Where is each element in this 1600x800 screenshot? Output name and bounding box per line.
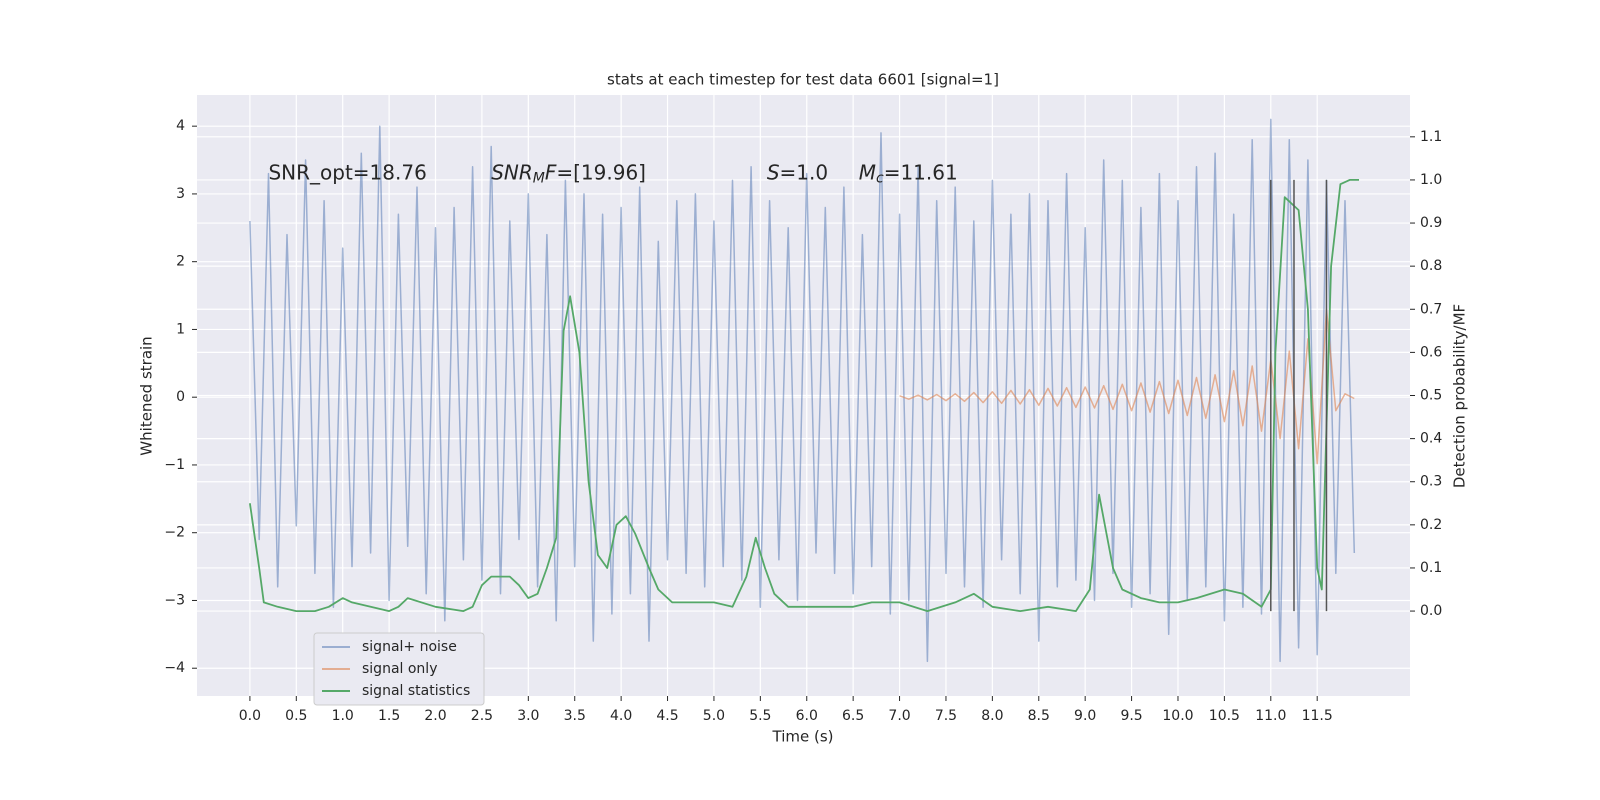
y-tick-label: −2 (164, 525, 185, 541)
x-tick-label: 7.5 (935, 708, 957, 724)
x-tick-label: 10.0 (1162, 708, 1193, 724)
x-tick-label: 7.0 (888, 708, 910, 724)
x-tick-label: 10.5 (1209, 708, 1240, 724)
annotation-part: c (876, 171, 884, 187)
y2-tick-label: 0.3 (1420, 474, 1442, 490)
annotation: S=1.0 (767, 160, 828, 184)
x-tick-label: 4.5 (656, 708, 678, 724)
y2-axis-label: Detection probability/MF (1451, 304, 1469, 488)
legend-label: signal statistics (362, 683, 470, 699)
y-tick-label: −3 (164, 592, 185, 608)
y2-tick-label: 0.6 (1420, 344, 1442, 360)
x-tick-label: 3.0 (517, 708, 539, 724)
x-tick-label: 4.0 (610, 708, 632, 724)
x-tick-label: 11.0 (1255, 708, 1286, 724)
annotation: Mc=11.61 (859, 160, 958, 187)
y2-tick-label: 0.5 (1420, 388, 1442, 404)
x-tick-label: 3.5 (564, 708, 586, 724)
annotation-part: =[19.96] (556, 160, 646, 184)
x-tick-label: 1.5 (378, 708, 400, 724)
y-tick-label: 4 (176, 118, 185, 134)
y2-tick-label: 0.0 (1420, 603, 1442, 619)
x-tick-label: 9.5 (1120, 708, 1142, 724)
annotation-part: SNR (491, 160, 533, 184)
y-axis-label: Whitened strain (138, 336, 156, 455)
y2-tick-label: 0.8 (1420, 258, 1442, 274)
x-tick-label: 1.0 (332, 708, 354, 724)
y2-tick-label: 0.2 (1420, 517, 1442, 533)
y-tick-label: 1 (176, 321, 185, 337)
annotation: SNRMF=[19.96] (491, 160, 646, 187)
y2-tick-label: 1.1 (1420, 129, 1442, 145)
series-line (249, 118, 1356, 663)
annotation-part: F (545, 160, 557, 184)
chart-title: stats at each timestep for test data 660… (607, 71, 999, 89)
legend-label: signal only (362, 661, 437, 677)
x-tick-label: 6.0 (796, 708, 818, 724)
x-tick-label: 5.5 (749, 708, 771, 724)
x-tick-label: 2.0 (424, 708, 446, 724)
x-tick-label: 8.0 (981, 708, 1003, 724)
annotation-part: S (767, 160, 780, 184)
annotation-part: M (859, 160, 876, 184)
y2-tick-label: 0.1 (1420, 560, 1442, 576)
y2-tick-label: 0.9 (1420, 215, 1442, 231)
x-tick-label: 6.5 (842, 708, 864, 724)
y-tick-label: 2 (176, 254, 185, 270)
y-tick-label: −4 (164, 660, 185, 676)
legend-box (313, 632, 485, 706)
legend-label: signal+ noise (362, 639, 457, 655)
series-line (899, 308, 1355, 465)
annotation-part: =11.61 (884, 160, 958, 184)
y2-tick-label: 0.4 (1420, 431, 1442, 447)
x-tick-label: 2.5 (471, 708, 493, 724)
y2-tick-label: 0.7 (1420, 301, 1442, 317)
x-axis-label: Time (s) (772, 728, 834, 746)
x-tick-label: 11.5 (1302, 708, 1333, 724)
annotation-part: M (533, 171, 545, 187)
series-line (249, 179, 1359, 612)
x-tick-label: 0.0 (239, 708, 261, 724)
x-tick-label: 9.0 (1074, 708, 1096, 724)
y-tick-label: 0 (176, 389, 185, 405)
y-tick-label: −1 (164, 457, 185, 473)
annotation-part: =1.0 (780, 160, 829, 184)
x-tick-label: 8.5 (1028, 708, 1050, 724)
x-tick-label: 5.0 (703, 708, 725, 724)
annotation-part: SNR_opt=18.76 (268, 160, 426, 184)
y-tick-label: 3 (176, 186, 185, 202)
annotation: SNR_opt=18.76 (268, 160, 426, 184)
y2-tick-label: 1.0 (1420, 172, 1442, 188)
x-tick-label: 0.5 (285, 708, 307, 724)
